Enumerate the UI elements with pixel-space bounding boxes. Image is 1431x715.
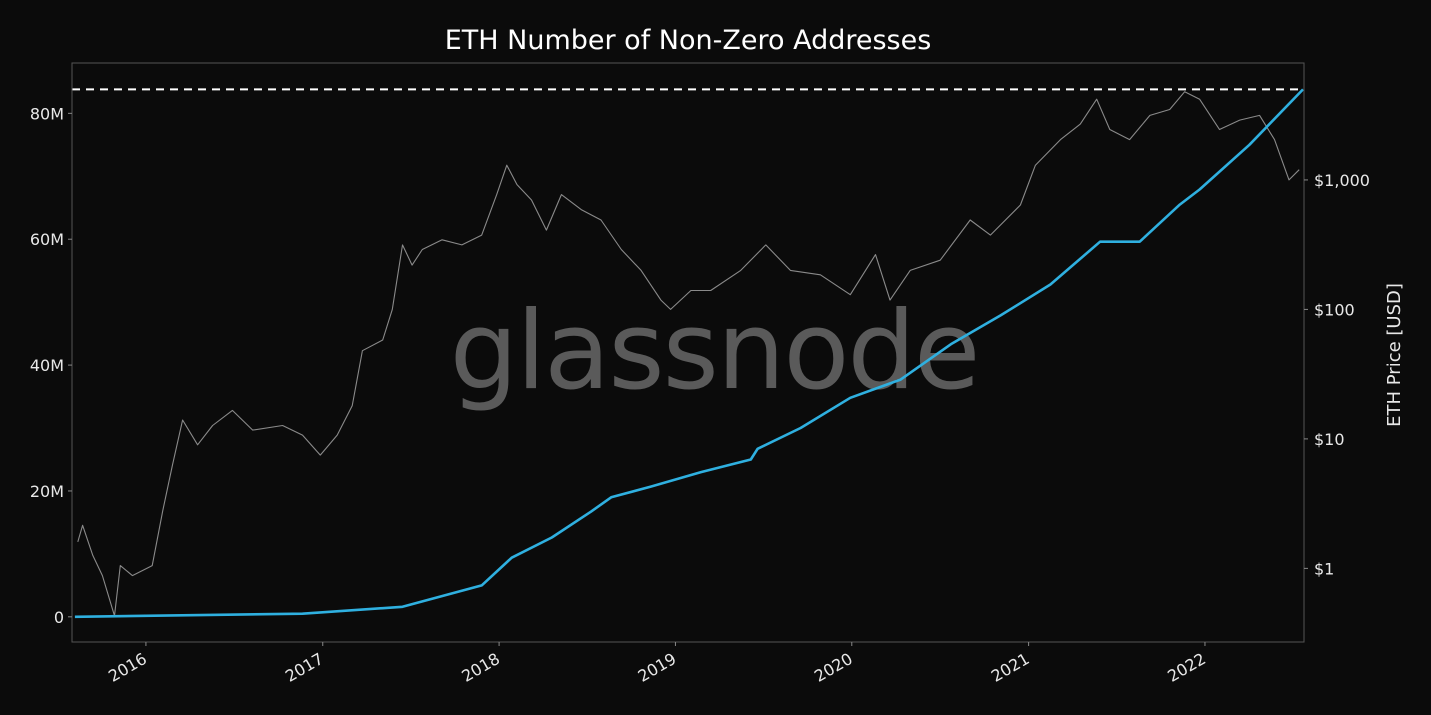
left-tick-label: 80M	[30, 104, 64, 123]
right-tick-label: $100	[1314, 300, 1355, 319]
left-tick-label: 60M	[30, 230, 64, 249]
addresses-series-line	[74, 88, 1304, 619]
chart-title: ETH Number of Non-Zero Addresses	[445, 25, 932, 56]
plot-frame	[71, 62, 1305, 643]
left-tick-label: 40M	[30, 356, 64, 375]
price-series-line	[77, 91, 1300, 617]
right-tick-label: $1	[1314, 559, 1334, 578]
right-tick-label: $10	[1314, 430, 1345, 449]
glassnode-watermark: glassnode	[450, 289, 979, 414]
left-tick-label: 0	[54, 608, 64, 627]
right-axis-label: ETH Price [USD]	[1384, 283, 1405, 427]
series-group	[72, 88, 1304, 619]
right-tick-label: $1,000	[1314, 171, 1370, 190]
left-tick-label: 20M	[30, 482, 64, 501]
